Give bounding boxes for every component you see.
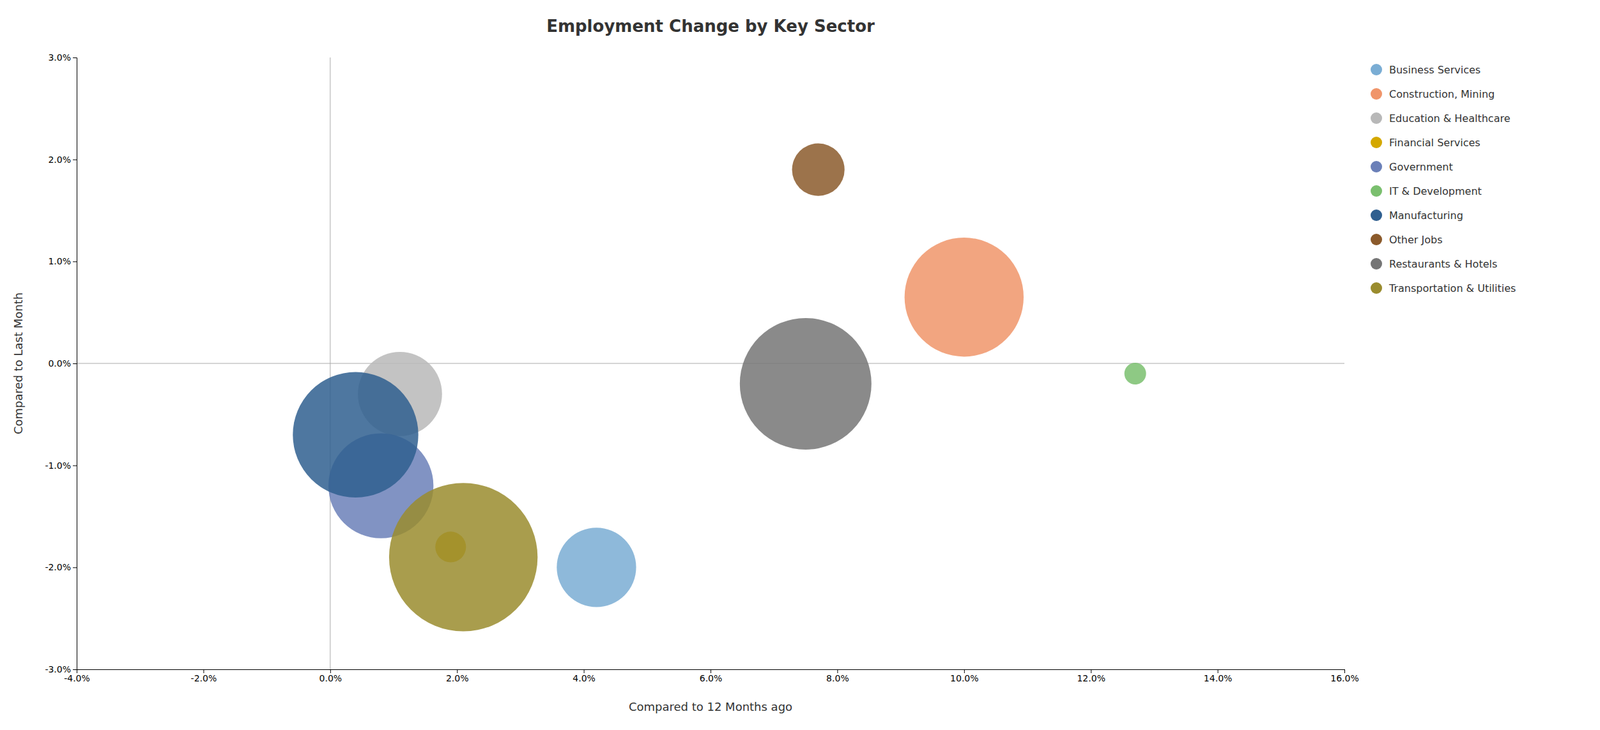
legend-swatch: [1370, 209, 1383, 222]
tick-mark: [72, 465, 77, 467]
legend: Business Services Construction, Mining Edu…: [1370, 63, 1516, 295]
tick-label: 10.0%: [950, 673, 979, 684]
legend-label: Education & Healthcare: [1389, 112, 1511, 125]
tick-label: -2.0%: [191, 673, 218, 684]
tick-mark: [72, 669, 77, 671]
tick: 8.0%: [826, 669, 850, 684]
tick: 4.0%: [572, 669, 596, 684]
x-axis: -4.0% -2.0% 0.0% 2.0% 4.0% 6.0% 8.0% 10.0% 12.0%…: [63, 669, 1360, 684]
legend-item: IT & Development: [1370, 185, 1482, 198]
series: [792, 143, 845, 197]
tick: 10.0%: [950, 669, 979, 684]
series: [292, 372, 418, 498]
legend-item: Government: [1370, 161, 1454, 174]
legend-item: Education & Healthcare: [1370, 112, 1511, 125]
bubbles: [292, 143, 1146, 632]
tick-label: -4.0%: [63, 673, 91, 684]
legend-item: Transportation & Utilities: [1370, 282, 1516, 295]
legend-item: Construction, Mining: [1370, 88, 1495, 101]
reference-lines: [76, 57, 1345, 670]
y-axis-title: Compared to Last Month: [11, 292, 25, 435]
chart: -4.0% -2.0% 0.0% 2.0% 4.0% 6.0% 8.0% 10.0% 12.0%…: [0, 0, 1600, 730]
legend-swatch: [1370, 161, 1383, 173]
legend-label: Manufacturing: [1389, 209, 1464, 222]
legend-label: IT & Development: [1389, 185, 1482, 198]
tick: -2.0%: [44, 562, 77, 573]
tick-label: 6.0%: [699, 673, 723, 684]
legend-swatch: [1370, 185, 1383, 197]
legend-item: Restaurants & Hotels: [1370, 258, 1498, 271]
legend-label: Government: [1389, 161, 1454, 174]
bubble: [292, 372, 418, 498]
legend-label: Restaurants & Hotels: [1389, 258, 1498, 271]
tick: 2.0%: [446, 669, 470, 684]
series: [556, 527, 636, 608]
tick-label: 16.0%: [1330, 673, 1359, 684]
tick-mark: [72, 363, 77, 365]
tick: 0.0%: [47, 358, 77, 369]
tick-mark: [72, 261, 77, 262]
legend-swatch: [1370, 233, 1383, 246]
tick: -1.0%: [44, 460, 77, 471]
legend-label: Transportation & Utilities: [1388, 282, 1516, 295]
legend-item: Business Services: [1370, 63, 1481, 77]
tick: 16.0%: [1330, 669, 1359, 684]
tick-mark: [72, 567, 77, 569]
plot-area: -4.0% -2.0% 0.0% 2.0% 4.0% 6.0% 8.0% 10.0% 12.0%…: [44, 52, 1359, 684]
legend-label: Financial Services: [1389, 136, 1481, 149]
tick-label: 0.0%: [47, 358, 71, 369]
series: [389, 483, 538, 632]
bubble: [389, 483, 538, 632]
y-axis: -3.0% -2.0% -1.0% 0.0% 1.0% 2.0% 3.0%: [44, 52, 77, 675]
legend-item: Financial Services: [1370, 136, 1481, 149]
tick: -3.0%: [44, 664, 77, 675]
tick-label: 14.0%: [1203, 673, 1232, 684]
legend-item: Manufacturing: [1370, 209, 1464, 222]
tick: 12.0%: [1076, 669, 1105, 684]
legend-swatch: [1370, 136, 1383, 149]
legend-label: Other Jobs: [1389, 233, 1443, 247]
tick-label: -1.0%: [44, 460, 71, 471]
tick: 2.0%: [47, 154, 77, 165]
bubble: [1124, 362, 1147, 385]
legend-swatch: [1370, 282, 1383, 294]
bubble: [792, 143, 845, 197]
tick: 0.0%: [319, 669, 343, 684]
legend-item: Other Jobs: [1370, 233, 1443, 247]
series: [739, 318, 872, 450]
tick-label: 0.0%: [319, 673, 343, 684]
tick: 6.0%: [699, 669, 723, 684]
tick-label: 12.0%: [1076, 673, 1105, 684]
legend-swatch: [1370, 88, 1383, 100]
bubble: [739, 318, 872, 450]
tick-mark: [72, 57, 77, 59]
tick: 3.0%: [47, 52, 77, 63]
tick: 1.0%: [47, 256, 77, 267]
tick-label: -3.0%: [44, 664, 71, 675]
tick-mark: [72, 159, 77, 161]
tick-label: 3.0%: [47, 52, 71, 63]
legend-swatch: [1370, 112, 1383, 124]
tick-label: -2.0%: [44, 562, 71, 573]
series: [904, 237, 1024, 357]
legend-label: Business Services: [1389, 63, 1481, 77]
tick-label: 2.0%: [47, 154, 71, 165]
tick-label: 4.0%: [572, 673, 596, 684]
title: Employment Change by Key Sector: [546, 16, 875, 36]
legend-swatch: [1370, 258, 1383, 270]
tick-label: 1.0%: [47, 256, 71, 267]
bubble: [556, 527, 636, 608]
bubble: [904, 237, 1024, 357]
legend-label: Construction, Mining: [1389, 88, 1495, 101]
x-axis-title: Compared to 12 Months ago: [628, 700, 793, 714]
tick-label: 8.0%: [826, 673, 850, 684]
series: [1124, 362, 1147, 385]
tick: 14.0%: [1203, 669, 1232, 684]
tick: -2.0%: [191, 669, 218, 684]
tick-label: 2.0%: [446, 673, 470, 684]
reference-line: [76, 363, 1345, 365]
axis-line: [72, 58, 78, 671]
legend-swatch: [1370, 63, 1383, 76]
